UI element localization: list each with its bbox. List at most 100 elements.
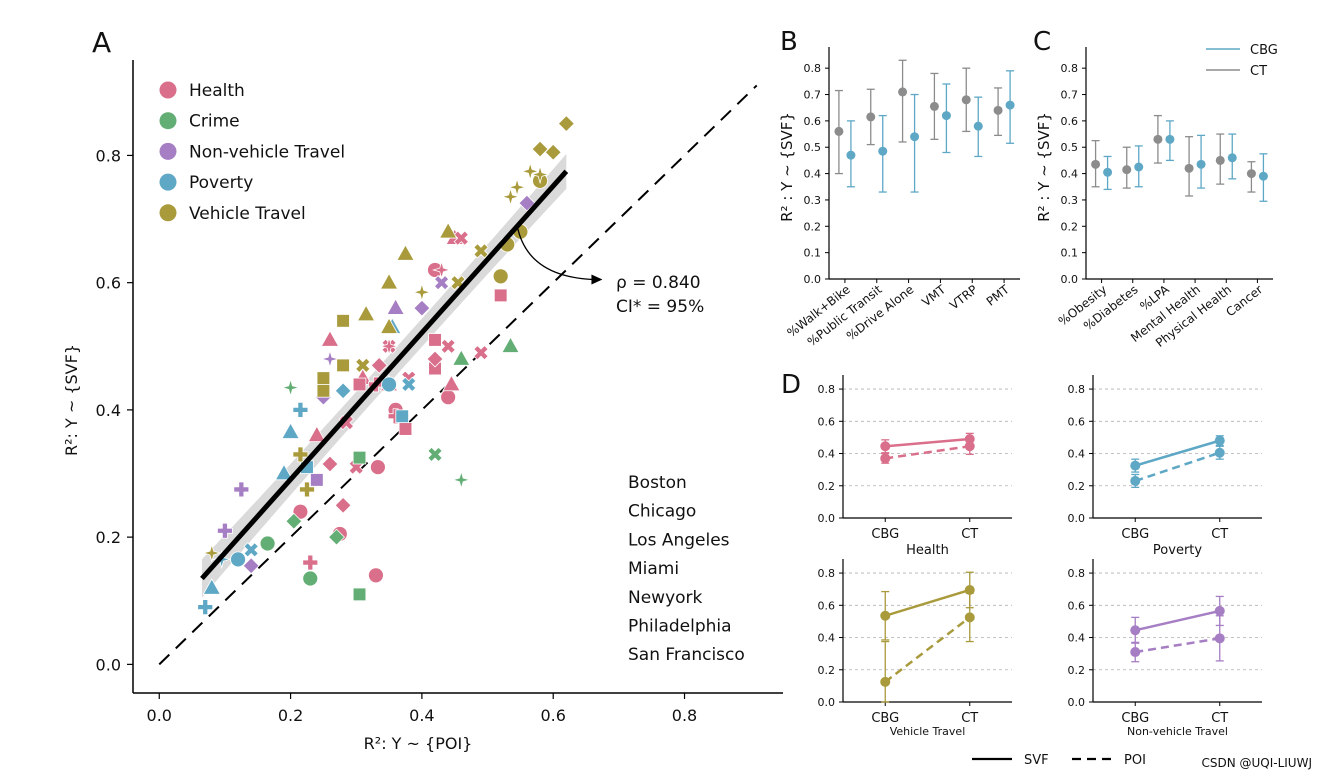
- y-tick-label: 0.2: [818, 664, 836, 677]
- poi-point: [1214, 447, 1225, 458]
- scatter-point: [413, 299, 431, 317]
- scatter-point: [426, 350, 444, 368]
- legend-color-label: Crime: [189, 112, 240, 132]
- scatter-point: [452, 349, 471, 366]
- y-tick-label: 0.7: [804, 89, 822, 102]
- svf-point: [1214, 435, 1225, 446]
- scatter-point: [321, 455, 339, 473]
- scatter-point: [518, 194, 536, 212]
- fit-line: [200, 169, 569, 581]
- svf-point: [880, 610, 891, 621]
- panel-letter-b: B: [780, 27, 798, 57]
- panel-a-x-tick-label: 0.0: [147, 706, 172, 725]
- panel-a-y-tick-label: 0.2: [96, 528, 121, 547]
- panel-a-y-tick-label: 0.0: [96, 655, 121, 674]
- scatter-point: [356, 304, 376, 322]
- y-tick-label: 0.5: [1061, 141, 1079, 154]
- legend-city-label: Los Angeles: [628, 530, 730, 550]
- ci-annotation: CI* = 95%: [616, 297, 704, 317]
- mean-point: [941, 111, 951, 121]
- panel-a-x-tick-label: 0.2: [278, 706, 303, 725]
- poi-point: [964, 612, 975, 623]
- scatter-point: [386, 298, 405, 315]
- poi-line: [884, 616, 971, 683]
- poi-line: [1134, 451, 1221, 483]
- panel-a-y-tick-label: 0.4: [96, 401, 121, 420]
- poi-point: [1214, 633, 1225, 644]
- scatter-point: [442, 374, 461, 392]
- panel-a-legend: Health Crime Non-vehicle Travel Poverty Vehi…: [159, 81, 745, 665]
- legend-city-label: Philadelphia: [628, 617, 732, 637]
- y-axis-label: R² : Y ~ {SVF}: [778, 112, 796, 222]
- watermark: CSDN @UQI-LIUWJ: [1201, 756, 1312, 770]
- scatter-point: [531, 140, 549, 158]
- scatter-point: [280, 377, 301, 398]
- scatter-point: [302, 570, 319, 587]
- scatter-point: [355, 357, 371, 374]
- panel-b-errorbar: 0.0 0.1 0.2 0.3 0.4 0.5 0.6 0.7 0.8 R² : Y ~ {SVF…: [778, 47, 1020, 349]
- x-tick-label: CT: [961, 711, 978, 726]
- y-tick-label: 0.3: [1061, 194, 1079, 207]
- poi-point: [1130, 475, 1141, 486]
- panel-a-y-tick-label: 0.6: [96, 274, 121, 293]
- legend-poi-label: POI: [1124, 753, 1146, 768]
- scatter-point: [233, 481, 250, 498]
- scatter-point: [440, 338, 456, 354]
- scatter-point: [310, 473, 324, 487]
- scatter-point: [501, 336, 520, 353]
- mean-point: [898, 87, 908, 97]
- legend-city-label: San Francisco: [628, 645, 745, 665]
- legend-city-label: Boston: [628, 473, 687, 493]
- scatter-point: [500, 187, 521, 207]
- svf-point: [964, 584, 975, 595]
- scatter-point: [520, 161, 540, 182]
- scatter-point: [197, 599, 214, 616]
- mean-point: [878, 146, 888, 156]
- y-tick-label: 0.4: [818, 448, 836, 461]
- scatter-point: [369, 459, 386, 476]
- y-tick-label: 0.1: [1061, 247, 1079, 260]
- mean-point: [973, 121, 983, 131]
- y-tick-label: 0.6: [1068, 415, 1086, 428]
- scatter-point: [334, 382, 352, 400]
- scatter-point: [320, 330, 340, 347]
- mean-point: [929, 101, 939, 111]
- svf-point: [1130, 460, 1141, 471]
- identity-line: [158, 84, 758, 666]
- scatter-point: [428, 333, 442, 347]
- mean-point: [1165, 134, 1175, 144]
- legend-color-label: Non-vehicle Travel: [189, 142, 345, 162]
- y-tick-label: 0.4: [1068, 448, 1086, 461]
- y-tick-label: 0.7: [1061, 89, 1079, 102]
- mean-point: [1122, 165, 1132, 175]
- scatter-point: [336, 314, 350, 328]
- y-tick-label: 0.0: [818, 696, 836, 709]
- scatter-point: [433, 274, 450, 291]
- panel-a-x-tick-label: 0.4: [409, 706, 434, 725]
- x-tick-label: VMT: [919, 282, 949, 309]
- mean-point: [1153, 134, 1163, 144]
- scatter-point: [379, 336, 399, 356]
- scatter-point: [493, 288, 508, 303]
- mean-point: [866, 112, 876, 122]
- mean-point: [846, 150, 856, 160]
- scatter-point: [217, 522, 233, 539]
- svf-line: [1134, 609, 1221, 632]
- panel-a-ylabel: R²: Y ~ {SVF}: [62, 344, 81, 456]
- x-tick-label: CBG: [871, 711, 899, 726]
- y-tick-label: 0.0: [1068, 512, 1086, 525]
- scatter-point: [202, 543, 222, 563]
- scatter-point: [412, 282, 432, 302]
- scatter-point: [202, 578, 222, 595]
- scatter-point: [473, 243, 489, 259]
- mean-point: [1215, 155, 1225, 165]
- panel-letter-d: D: [781, 370, 801, 400]
- panel-c-errorbar: 0.0 0.1 0.2 0.3 0.4 0.5 0.6 0.7 0.8 R² : Y ~ {SVF…: [1035, 43, 1278, 350]
- y-tick-label: 0.6: [804, 115, 822, 128]
- scatter-point: [530, 164, 550, 185]
- x-tick-label: CT: [1211, 527, 1228, 542]
- y-tick-label: 0.4: [804, 168, 822, 181]
